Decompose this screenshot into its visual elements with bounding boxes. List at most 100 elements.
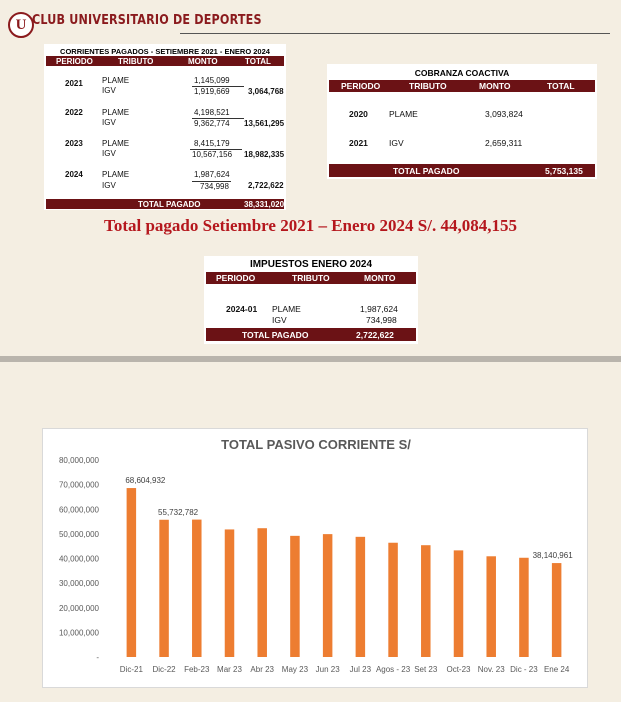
y-tick-label: - (96, 653, 99, 662)
slide-taxes: U CLUB UNIVERSITARIO DE DEPORTES CORRIEN… (8, 12, 610, 344)
tributo-cell: IGV (102, 118, 116, 127)
table-footer: TOTAL PAGADO 38,331,020 (46, 199, 284, 209)
col-tributo: TRIBUTO (409, 81, 447, 91)
table-title: COBRANZA COACTIVA (414, 68, 510, 78)
tributo-cell: IGV (102, 149, 116, 158)
total-cell: 18,982,335 (244, 150, 285, 159)
data-label: 55,732,782 (158, 508, 199, 517)
y-tick-label: 40,000,000 (59, 555, 100, 564)
data-label: 68,604,932 (125, 476, 166, 485)
period-cell: 2022 (65, 108, 83, 117)
x-tick-label: Nov. 23 (478, 665, 506, 674)
monto-cell: 734,998 (366, 315, 397, 325)
bar (126, 488, 137, 657)
bar (453, 550, 464, 657)
bar (322, 534, 333, 657)
table-title: CORRIENTES PAGADOS - SETIEMBRE 2021 - EN… (60, 47, 270, 56)
bar (551, 563, 562, 657)
data-label: 38,140,961 (533, 551, 574, 560)
x-tick-label: Abr 23 (250, 665, 274, 674)
x-tick-label: Mar 23 (217, 665, 242, 674)
x-tick-label: Agos - 23 (376, 665, 411, 674)
col-periodo: PERIODO (341, 81, 381, 91)
table-impuestos-enero: IMPUESTOS ENERO 2024 PERIODO TRIBUTO MON… (204, 256, 418, 344)
footer-value: 5,753,135 (545, 165, 583, 176)
monto-cell: 734,998 (192, 181, 231, 191)
monto-cell: 8,415,179 (194, 139, 230, 148)
tributo-cell: PLAME (102, 76, 130, 85)
tributo-cell: PLAME (102, 139, 130, 148)
monto-cell: 3,093,824 (485, 109, 523, 119)
tributo-cell: IGV (102, 181, 116, 190)
bar (192, 519, 202, 657)
x-tick-label: May 23 (282, 665, 309, 674)
y-tick-label: 30,000,000 (59, 579, 100, 588)
bar (257, 528, 267, 657)
chart-title: TOTAL PASIVO CORRIENTE S/ (221, 437, 411, 452)
x-tick-label: Jul 23 (350, 665, 372, 674)
table-footer: TOTAL PAGADO 2,722,622 (206, 328, 416, 341)
monto-cell: 2,659,311 (485, 138, 523, 148)
tributo-cell: PLAME (389, 109, 418, 119)
period-cell: 2021 (65, 79, 83, 88)
footer-label: TOTAL PAGADO (138, 199, 201, 209)
y-tick-label: 20,000,000 (59, 604, 100, 613)
col-monto: MONTO (188, 56, 218, 66)
col-total: TOTAL (245, 56, 271, 66)
x-tick-label: Dic-22 (153, 665, 177, 674)
period-cell: 2021 (349, 138, 368, 148)
bar (290, 535, 300, 657)
table-header: PERIODO TRIBUTO MONTO (206, 272, 416, 284)
header-rule (180, 33, 610, 34)
col-tributo: TRIBUTO (118, 56, 154, 66)
table-header: PERIODO TRIBUTO MONTO TOTAL (329, 80, 595, 92)
total-paid-headline: Total pagado Setiembre 2021 – Enero 2024… (104, 216, 517, 235)
total-cell: 3,064,768 (248, 87, 284, 96)
monto-cell: 10,567,156 (190, 149, 243, 159)
col-periodo: PERIODO (56, 56, 93, 66)
bar (355, 536, 366, 657)
bar (159, 519, 169, 657)
col-periodo: PERIODO (216, 273, 256, 283)
club-logo: U (8, 12, 34, 38)
col-monto: MONTO (364, 273, 396, 283)
x-tick-label: Oct-23 (446, 665, 471, 674)
slide-divider (0, 356, 621, 362)
period-cell: 2023 (65, 139, 83, 148)
x-tick-label: Ene 24 (544, 665, 570, 674)
x-tick-label: Dic-21 (120, 665, 144, 674)
y-tick-label: 60,000,000 (59, 505, 100, 514)
tributo-cell: PLAME (102, 170, 130, 179)
x-tick-label: Set 23 (414, 665, 438, 674)
bar (388, 542, 398, 657)
total-cell: 13,561,295 (244, 119, 285, 128)
period-cell: 2020 (349, 109, 368, 119)
table-footer: TOTAL PAGADO 5,753,135 (329, 164, 595, 177)
col-tributo: TRIBUTO (292, 273, 330, 283)
col-total: TOTAL (547, 81, 575, 91)
bar (421, 545, 431, 657)
y-tick-label: 80,000,000 (59, 456, 100, 465)
y-tick-label: 50,000,000 (59, 530, 100, 539)
table-title: IMPUESTOS ENERO 2024 (249, 259, 373, 270)
monto-cell: 9,362,774 (192, 118, 244, 128)
x-tick-label: Dic - 23 (510, 665, 538, 674)
tributo-cell: PLAME (272, 304, 301, 314)
tributo-cell: IGV (102, 86, 116, 95)
bar (224, 529, 235, 657)
table-header: PERIODO TRIBUTO MONTO TOTAL (46, 56, 284, 66)
bar (519, 557, 529, 657)
col-monto: MONTO (479, 81, 511, 91)
y-tick-label: 10,000,000 (59, 628, 100, 637)
monto-cell: 1,987,624 (360, 304, 398, 314)
table-corrientes-pagados: CORRIENTES PAGADOS - SETIEMBRE 2021 - EN… (44, 44, 286, 210)
footer-label: TOTAL PAGADO (242, 329, 309, 340)
table-cobranza-coactiva: COBRANZA COACTIVA PERIODO TRIBUTO MONTO … (327, 64, 597, 179)
total-cell: 2,722,622 (248, 181, 284, 190)
footer-label: TOTAL PAGADO (393, 165, 460, 176)
tributo-cell: IGV (389, 138, 404, 148)
footer-value: 38,331,020 (244, 199, 285, 209)
period-cell: 2024 (65, 170, 83, 179)
footer-value: 2,722,622 (356, 329, 394, 340)
tributo-cell: IGV (272, 315, 287, 325)
